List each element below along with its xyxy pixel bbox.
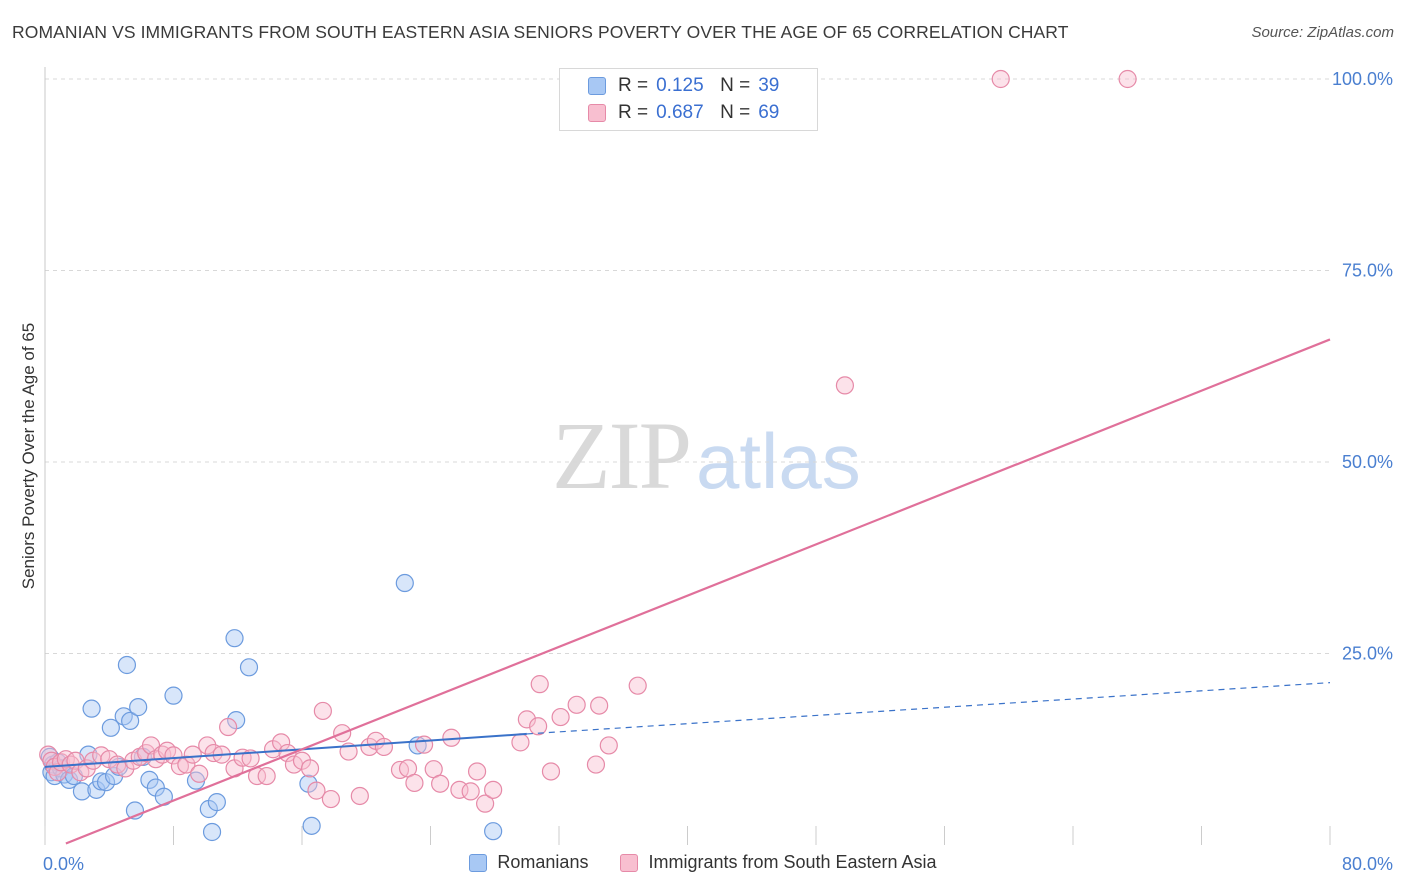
point-romanians: [207, 793, 226, 812]
trend-line-romanians: [44, 732, 527, 768]
point-immigrants: [511, 733, 530, 752]
point-immigrants: [257, 766, 276, 786]
x-tick-label: 80.0%: [1342, 854, 1393, 874]
point-immigrants: [431, 774, 450, 793]
point-immigrants: [350, 786, 369, 806]
point-immigrants: [313, 701, 332, 721]
point-immigrants: [177, 755, 196, 774]
y-tick-label: 75.0%: [1342, 261, 1393, 281]
point-immigrants: [541, 762, 561, 781]
bottom-legend-immigrants[interactable]: Immigrants from South Eastern Asia: [620, 852, 937, 873]
legend-n-value: 39: [758, 75, 780, 96]
point-immigrants: [567, 695, 586, 714]
legend-row-romanians: R = 0.125 N = 39: [588, 75, 779, 97]
trend-line-immigrants: [65, 338, 1331, 845]
point-immigrants: [835, 376, 855, 395]
point-immigrants: [374, 737, 394, 757]
point-immigrants: [190, 764, 209, 783]
bottom-legend-romanians[interactable]: Romanians: [469, 852, 588, 873]
point-immigrants: [321, 789, 341, 809]
point-immigrants: [183, 745, 202, 764]
point-immigrants: [300, 759, 320, 778]
point-romanians: [129, 698, 148, 717]
legend-r-label: R =: [618, 102, 649, 123]
legend: R = 0.125 N = 39 R = 0.687 N = 69: [559, 68, 818, 131]
legend-swatch-immigrants: [588, 104, 606, 122]
legend-n-label: N =: [720, 102, 751, 123]
point-romanians: [302, 816, 321, 835]
legend-r-label: R =: [618, 75, 649, 96]
source-credit: Source: ZipAtlas.com: [1251, 24, 1394, 41]
y-tick-label: 100.0%: [1332, 69, 1393, 89]
legend-r-value: 0.687: [656, 102, 704, 123]
point-immigrants: [461, 782, 480, 801]
y-tick-label: 50.0%: [1342, 452, 1393, 472]
bottom-legend-label: Immigrants from South Eastern Asia: [648, 852, 937, 872]
legend-n-value: 69: [758, 102, 780, 123]
point-immigrants: [219, 717, 238, 737]
legend-row-immigrants: R = 0.687 N = 69: [588, 102, 779, 124]
point-romanians: [239, 658, 259, 677]
point-immigrants: [517, 710, 536, 729]
bottom-legend-swatch-immigrants: [620, 853, 639, 872]
point-immigrants: [530, 675, 549, 694]
point-immigrants: [991, 69, 1010, 89]
bottom-legend: Romanians Immigrants from South Eastern …: [0, 852, 1406, 873]
point-romanians: [82, 699, 101, 718]
point-romanians: [164, 686, 183, 705]
chart-title: ROMANIAN VS IMMIGRANTS FROM SOUTH EASTER…: [12, 22, 1069, 42]
point-immigrants: [529, 717, 548, 736]
point-immigrants: [551, 707, 570, 727]
point-romanians: [114, 707, 133, 726]
point-immigrants: [484, 780, 503, 799]
legend-n-label: N =: [720, 75, 751, 96]
point-immigrants: [1118, 69, 1137, 89]
trend-line-romanians-extension: [526, 682, 1331, 735]
point-immigrants: [164, 746, 183, 765]
point-romanians: [225, 629, 244, 648]
point-immigrants: [307, 781, 326, 800]
point-romanians: [117, 655, 137, 675]
x-tick-label: 0.0%: [43, 854, 84, 874]
point-romanians: [121, 711, 140, 731]
point-immigrants: [241, 749, 260, 768]
point-immigrants: [599, 736, 618, 755]
point-immigrants: [590, 696, 609, 715]
point-romanians: [101, 718, 120, 737]
point-immigrants: [628, 676, 647, 695]
point-romanians: [395, 573, 414, 593]
point-romanians: [484, 822, 503, 841]
legend-r-value: 0.125: [656, 75, 704, 96]
legend-swatch-romanians: [588, 77, 606, 95]
point-immigrants: [414, 735, 434, 754]
point-romanians: [202, 822, 222, 842]
y-tick-label: 25.0%: [1342, 644, 1393, 664]
point-romanians: [87, 780, 106, 799]
point-immigrants: [405, 773, 424, 793]
point-immigrants: [476, 794, 495, 813]
bottom-legend-label: Romanians: [497, 852, 589, 872]
point-immigrants: [467, 762, 487, 781]
point-immigrants: [586, 755, 606, 774]
bottom-legend-swatch-romanians: [469, 853, 488, 872]
point-romanians: [72, 782, 92, 801]
